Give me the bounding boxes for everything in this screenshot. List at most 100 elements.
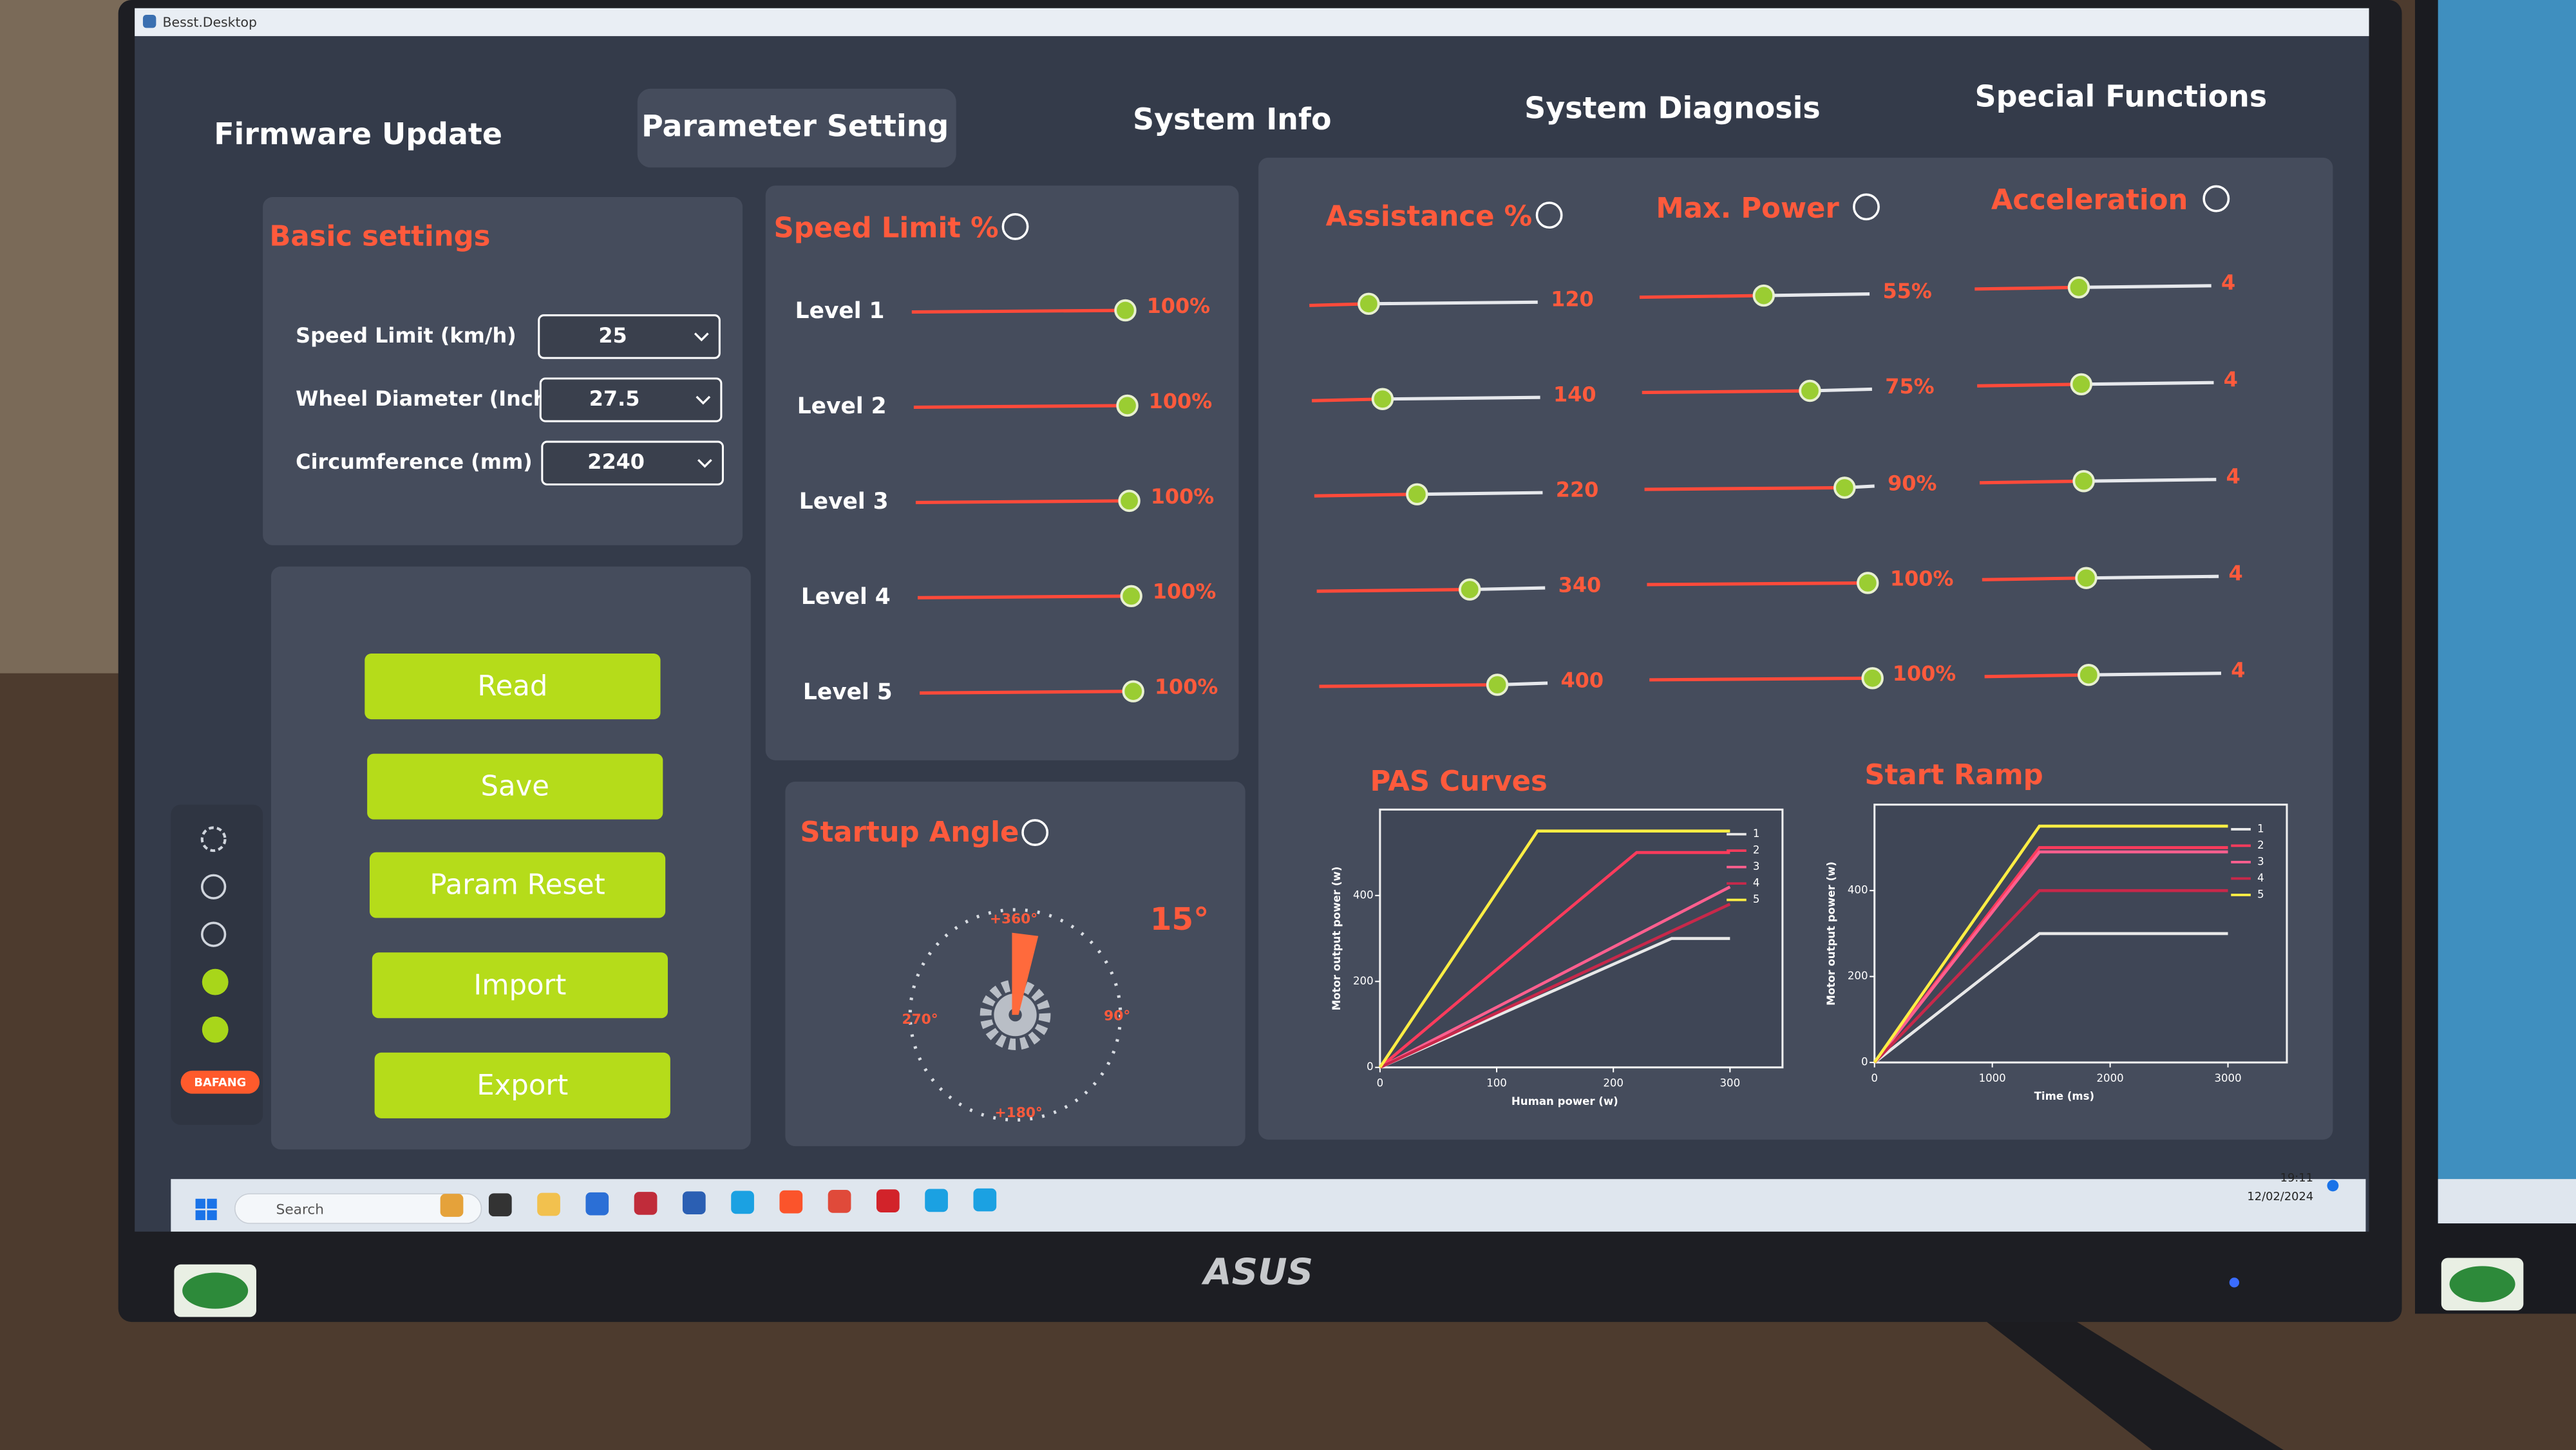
taskbar-app-icon[interactable] xyxy=(440,1194,464,1217)
taskbar-app-icon[interactable] xyxy=(876,1189,900,1212)
slider-thumb[interactable] xyxy=(1861,667,1884,690)
dropdown[interactable] xyxy=(541,440,724,485)
taskbar-app-icon[interactable] xyxy=(731,1191,754,1214)
taskbar-app-icon[interactable] xyxy=(779,1190,803,1214)
slider-value: 140 xyxy=(1553,382,1596,407)
info-icon[interactable] xyxy=(1001,213,1029,240)
slider-thumb[interactable] xyxy=(2072,470,2095,493)
slider-thumb[interactable] xyxy=(1118,489,1141,513)
tab[interactable]: Parameter Setting xyxy=(641,108,949,143)
action-button[interactable] xyxy=(369,852,666,918)
action-button[interactable] xyxy=(374,1052,670,1118)
slider-thumb[interactable] xyxy=(1752,284,1775,307)
slider-fill xyxy=(1644,485,1845,491)
tab[interactable]: Special Functions xyxy=(1975,79,2268,114)
slider-thumb[interactable] xyxy=(1371,388,1394,410)
monitor-brand: ASUS xyxy=(1201,1252,1313,1294)
slider-thumb[interactable] xyxy=(2078,663,2100,686)
x-tick-label: 3000 xyxy=(2214,1072,2241,1084)
start-icon[interactable] xyxy=(195,1210,205,1220)
power-icon[interactable] xyxy=(200,921,227,947)
x-tick-label: 100 xyxy=(1486,1077,1507,1089)
slider-fill xyxy=(1311,397,1383,402)
info-icon[interactable] xyxy=(1535,202,1563,229)
legend-label: 4 xyxy=(1753,877,1760,889)
action-button[interactable] xyxy=(365,654,661,720)
info-icon[interactable] xyxy=(2202,185,2230,212)
legend-label: 5 xyxy=(1753,893,1760,905)
taskbar-app-icon[interactable] xyxy=(537,1192,560,1216)
slider-fill xyxy=(1982,576,2087,581)
tab[interactable]: System Info xyxy=(1133,102,1332,137)
x-axis-label: Human power (w) xyxy=(1511,1095,1618,1107)
search-box[interactable] xyxy=(234,1193,482,1224)
x-tick-label: 300 xyxy=(1720,1077,1741,1089)
user-icon[interactable] xyxy=(202,968,229,995)
link-icon[interactable] xyxy=(202,1016,229,1043)
slider-thumb[interactable] xyxy=(1116,394,1139,417)
slider-thumb[interactable] xyxy=(1857,572,1879,594)
level-label: Level 3 xyxy=(799,489,889,514)
slider-thumb[interactable] xyxy=(2070,373,2093,396)
legend-label: 4 xyxy=(2257,872,2264,884)
dropdown[interactable] xyxy=(539,377,723,422)
series-line xyxy=(1379,885,1731,1069)
slider-value: 4 xyxy=(2226,464,2240,489)
taskbar-app-icon[interactable] xyxy=(925,1189,948,1212)
legend-label: 3 xyxy=(2257,855,2264,867)
slider-fill xyxy=(1639,294,1764,299)
start-icon[interactable] xyxy=(207,1198,217,1209)
slider-thumb[interactable] xyxy=(1406,483,1428,505)
slider-value: 75% xyxy=(1885,374,1934,399)
taskbar-app-icon[interactable] xyxy=(828,1190,851,1213)
slider-thumb[interactable] xyxy=(1459,578,1481,601)
dropdown-chevron xyxy=(697,458,712,468)
taskbar-app-icon[interactable] xyxy=(682,1191,706,1215)
slider-thumb[interactable] xyxy=(1833,476,1856,499)
taskbar-app-icon[interactable] xyxy=(585,1192,609,1216)
dropdown[interactable] xyxy=(538,314,721,359)
legend-label: 5 xyxy=(2257,888,2264,900)
tab[interactable]: Firmware Update xyxy=(214,117,502,151)
slider-thumb[interactable] xyxy=(1114,299,1137,322)
tab[interactable]: System Diagnosis xyxy=(1524,90,1821,125)
taskbar-app-icon[interactable] xyxy=(488,1193,512,1217)
slider-thumb[interactable] xyxy=(1122,680,1144,702)
slider-thumb[interactable] xyxy=(1799,379,1821,402)
slider-thumb[interactable] xyxy=(1358,292,1380,315)
slider-value: 120 xyxy=(1551,287,1594,312)
start-icon[interactable] xyxy=(207,1210,217,1220)
help-icon[interactable] xyxy=(200,874,227,899)
start-icon[interactable] xyxy=(195,1198,205,1209)
taskbar-app-icon[interactable] xyxy=(634,1192,658,1215)
y-tick-label: 200 xyxy=(1848,970,1868,982)
slider-fill xyxy=(1975,285,2079,291)
taskbar-app-icon[interactable] xyxy=(973,1188,997,1212)
info-icon[interactable] xyxy=(1853,193,1880,221)
slider-fill xyxy=(920,690,1133,695)
dial-needle[interactable] xyxy=(1012,932,1039,1015)
action-button[interactable] xyxy=(372,952,668,1019)
power-led xyxy=(2229,1277,2240,1288)
slider-thumb[interactable] xyxy=(1120,585,1142,608)
slider-thumb[interactable] xyxy=(1486,673,1509,696)
info-icon[interactable] xyxy=(1021,819,1049,846)
slider-fill xyxy=(917,594,1132,599)
y-axis-label: Motor output power (w) xyxy=(1331,867,1343,1011)
y-tick-label: 400 xyxy=(1848,884,1868,896)
slider-fill xyxy=(1649,676,1873,682)
action-button[interactable] xyxy=(367,753,663,820)
app-icon xyxy=(142,14,156,28)
slider-thumb[interactable] xyxy=(2067,276,2090,299)
settings-icon[interactable] xyxy=(200,826,227,852)
slider-value: 90% xyxy=(1888,471,1937,495)
field-label: Speed Limit (km/h) xyxy=(296,323,516,348)
brand-name: BAFANG xyxy=(194,1076,246,1089)
slider-thumb[interactable] xyxy=(2075,567,2098,589)
level-label: Level 2 xyxy=(797,393,887,419)
clock-date: 12/02/2024 xyxy=(2247,1190,2313,1203)
slider-track xyxy=(1382,395,1540,401)
notification-icon[interactable] xyxy=(2327,1180,2339,1192)
slider-fill xyxy=(915,499,1130,504)
field-label: Circumference (mm) xyxy=(296,449,533,474)
